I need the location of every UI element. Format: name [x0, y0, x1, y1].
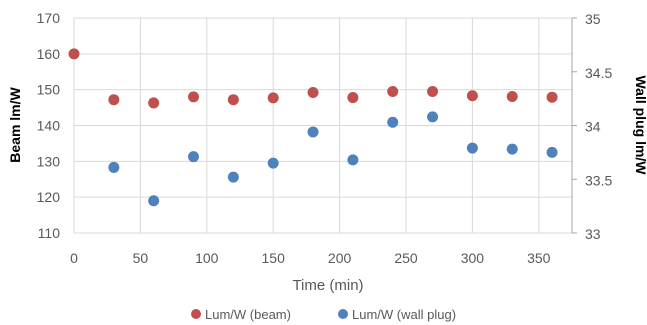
y-right-axis-title: Wall plug lm/W — [633, 75, 647, 175]
data-points — [68, 48, 558, 207]
wall-plug-data-point — [466, 142, 478, 154]
wall-plug-data-point — [347, 154, 359, 166]
y-left-tick-label: 160 — [37, 46, 61, 62]
y-left-tick-label: 120 — [37, 189, 61, 205]
x-tick-labels: 0 50 100 150 200 250 300 350 — [70, 250, 551, 266]
beam-data-point — [68, 48, 80, 60]
y-right-tick-label: 35 — [585, 11, 601, 27]
wall-plug-data-point — [188, 151, 200, 163]
beam-data-point — [427, 85, 439, 97]
legend: Lum/W (beam) Lum/W (wall plug) — [191, 307, 456, 322]
legend-label: Lum/W (wall plug) — [352, 307, 456, 322]
beam-data-point — [307, 87, 319, 99]
beam-data-point — [188, 91, 200, 103]
beam-data-point — [108, 94, 120, 106]
y-left-tick-labels: 110 120 130 140 150 160 170 — [37, 10, 61, 241]
y-left-tick-label: 130 — [37, 153, 61, 169]
x-tick-label: 150 — [262, 250, 286, 266]
wall-plug-data-point — [148, 195, 160, 207]
y-left-axis-title: Beam lm/W — [7, 86, 23, 162]
legend-label: Lum/W (beam) — [205, 307, 291, 322]
y-right-tick-label: 33 — [585, 226, 601, 242]
gridlines — [73, 17, 572, 234]
wall-plug-data-point — [546, 146, 558, 158]
x-tick-label: 350 — [527, 250, 551, 266]
legend-marker — [338, 309, 348, 319]
x-tick-label: 250 — [394, 250, 418, 266]
x-axis-title: Time (min) — [292, 277, 363, 294]
beam-data-point — [387, 85, 399, 97]
wall-plug-data-point — [387, 116, 399, 128]
x-tick-label: 50 — [133, 250, 149, 266]
y-right-tick-labels: 33 33.5 34 34.5 35 — [585, 11, 612, 242]
y-left-tick-label: 150 — [37, 82, 61, 98]
y-left-tick-label: 110 — [38, 225, 61, 241]
wall-plug-data-point — [427, 111, 439, 123]
wall-plug-data-point — [108, 161, 120, 173]
x-tick-label: 100 — [195, 250, 219, 266]
wall-plug-data-point — [307, 126, 319, 138]
beam-data-point — [546, 91, 558, 103]
y-left-tick-label: 170 — [37, 10, 61, 26]
x-tick-label: 0 — [70, 250, 78, 266]
wall-plug-data-point — [506, 143, 518, 155]
x-tick-label: 300 — [461, 250, 485, 266]
wall-plug-data-point — [227, 171, 239, 183]
wall-plug-data-point — [267, 157, 279, 169]
beam-data-point — [506, 90, 518, 102]
beam-data-point — [227, 94, 239, 106]
beam-data-point — [148, 97, 160, 109]
beam-data-point — [347, 92, 359, 104]
axes — [571, 17, 577, 234]
y-right-tick-label: 34.5 — [585, 65, 612, 81]
beam-data-point — [267, 92, 279, 104]
x-tick-label: 200 — [328, 250, 352, 266]
y-right-tick-label: 34 — [585, 119, 601, 135]
beam-data-point — [466, 90, 478, 102]
y-left-tick-label: 140 — [37, 118, 61, 134]
y-right-tick-label: 33.5 — [585, 172, 612, 188]
legend-marker — [191, 309, 201, 319]
